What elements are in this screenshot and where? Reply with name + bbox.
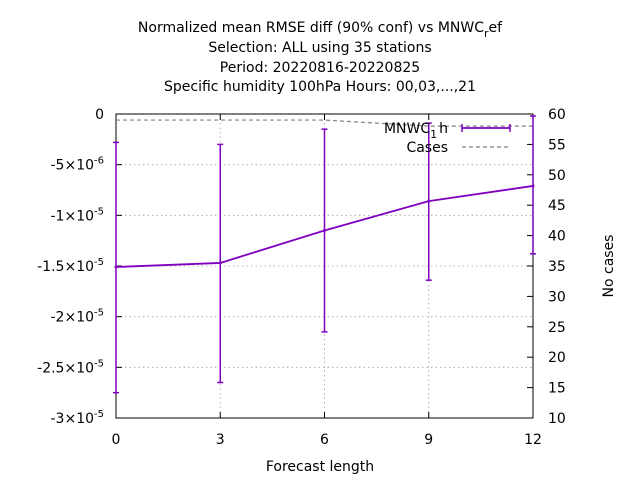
x-tick-label: 0 bbox=[112, 432, 121, 448]
x-tick-label: 12 bbox=[524, 432, 542, 448]
axes: 0 3 6 9 12 0 -5×10-6 -1×10-5 -1.5×10-5 -2×10-5 -2… bbox=[37, 107, 566, 448]
y-tick-label: -2×10-5 bbox=[51, 308, 105, 326]
y2-tick-label: 35 bbox=[548, 259, 566, 275]
x-tick-label: 6 bbox=[320, 432, 329, 448]
y-tick-label: -3×10-5 bbox=[51, 409, 105, 427]
chart-title-line-1: Normalized mean RMSE diff (90% conf) vs … bbox=[138, 20, 503, 40]
chart-title-line-2: Selection: ALL using 35 stations bbox=[208, 40, 431, 56]
mnwc-point bbox=[323, 229, 326, 233]
y-axis-ticks: 0 -5×10-6 -1×10-5 -1.5×10-5 -2×10-5 -2.5×10-5… bbox=[37, 107, 122, 427]
x-tick-label: 3 bbox=[216, 432, 225, 448]
y2-tick-label: 60 bbox=[548, 107, 566, 123]
mnwc-point bbox=[218, 261, 222, 265]
y2-tick-label: 45 bbox=[548, 198, 566, 214]
y2-tick-label: 55 bbox=[548, 137, 566, 153]
x-tick-label: 9 bbox=[424, 432, 433, 448]
legend-sample-mnwc bbox=[461, 124, 511, 132]
y-tick-label: -2.5×10-5 bbox=[37, 358, 104, 376]
x-axis-ticks: 0 3 6 9 12 bbox=[112, 114, 542, 448]
series bbox=[113, 115, 536, 394]
legend: MNWC1 h Cases bbox=[384, 121, 511, 156]
y2-tick-label: 15 bbox=[548, 381, 566, 397]
mnwc-point bbox=[427, 199, 431, 203]
chart-title-line-4: Specific humidity 100hPa Hours: 00,03,..… bbox=[164, 79, 476, 95]
y2-tick-label: 50 bbox=[548, 168, 566, 184]
y-tick-label: -1.5×10-5 bbox=[37, 257, 104, 275]
y2-tick-label: 30 bbox=[548, 289, 566, 305]
y2-tick-label: 40 bbox=[548, 229, 566, 245]
mnwc-point bbox=[114, 265, 118, 269]
chart-title-line-3: Period: 20220816-20220825 bbox=[220, 60, 420, 76]
x-axis-label: Forecast length bbox=[266, 459, 374, 475]
chart-title: Normalized mean RMSE diff (90% conf) vs … bbox=[138, 20, 503, 95]
y2-tick-label: 20 bbox=[548, 350, 566, 366]
y2-tick-label: 25 bbox=[548, 320, 566, 336]
legend-label-mnwc: MNWC1 h bbox=[384, 121, 448, 141]
y2-tick-label: 10 bbox=[548, 411, 566, 427]
y-tick-label: 0 bbox=[95, 107, 104, 123]
y-tick-label: -1×10-5 bbox=[51, 206, 105, 224]
y2-axis-ticks: 10 15 20 25 30 35 40 45 50 55 60 bbox=[527, 107, 566, 427]
y-tick-label: -5×10-6 bbox=[51, 156, 105, 174]
y2-axis-label: No cases bbox=[601, 235, 617, 298]
mnwc-point bbox=[531, 184, 535, 188]
legend-label-cases: Cases bbox=[406, 140, 448, 156]
